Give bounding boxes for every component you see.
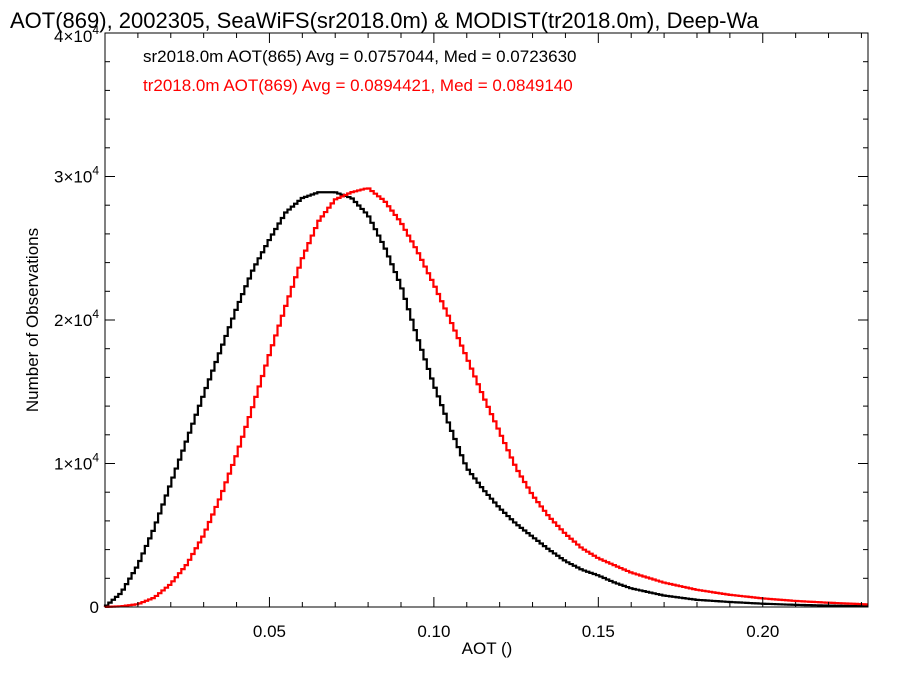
plot-area: [103, 187, 868, 609]
y-tick-label: 1×104: [54, 451, 99, 474]
y-axis-label: Number of Observations: [23, 228, 42, 412]
series-line-1: [103, 191, 868, 608]
x-tick-label: 0.05: [253, 622, 286, 641]
legend-entry-2: tr2018.0m AOT(869) Avg = 0.0894421, Med …: [143, 76, 573, 95]
legend: sr2018.0m AOT(865) Avg = 0.0757044, Med …: [143, 47, 577, 95]
y-tick-label: 4×104: [54, 23, 99, 46]
series-line-2: [103, 187, 868, 609]
x-tick-label: 0.20: [746, 622, 779, 641]
x-tick-label: 0.10: [417, 622, 450, 641]
x-axis-label: AOT (): [462, 639, 513, 658]
x-tick-label: 0.15: [582, 622, 615, 641]
y-tick-label: 0: [90, 598, 99, 617]
y-axis: 0 1×104 2×104 3×104 4×104: [54, 23, 868, 617]
y-tick-label: 3×104: [54, 164, 99, 187]
legend-entry-1: sr2018.0m AOT(865) Avg = 0.0757044, Med …: [143, 47, 577, 66]
x-axis: 0.05 0.10 0.15 0.20: [137, 33, 862, 641]
y-tick-label: 2×104: [54, 307, 99, 330]
chart-title: AOT(869), 2002305, SeaWiFS(sr2018.0m) & …: [10, 8, 759, 33]
